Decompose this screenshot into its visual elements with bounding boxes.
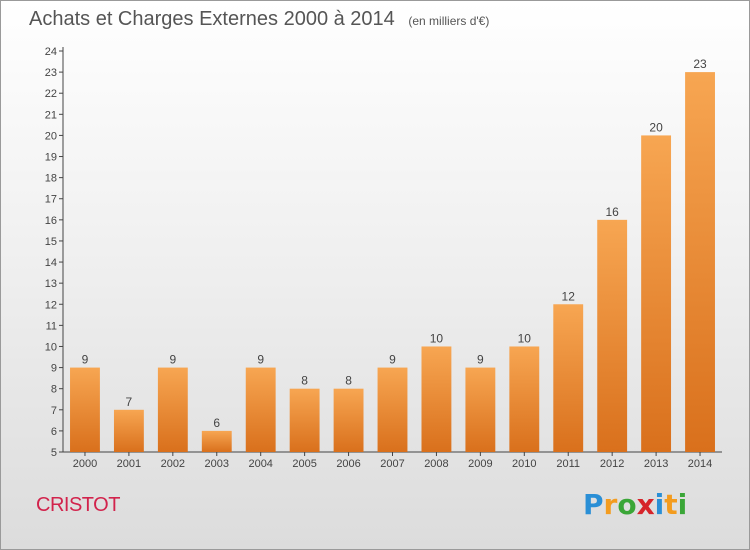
x-tick-label: 2014 (688, 458, 712, 470)
chart-title: Achats et Charges Externes 2000 à 2014 (… (29, 8, 489, 31)
data-label: 12 (562, 289, 576, 303)
chart-title-text: Achats et Charges Externes 2000 à 2014 (29, 8, 395, 30)
x-tick-label: 2013 (644, 458, 668, 470)
chart-subtitle: (en milliers d'€) (408, 14, 490, 28)
logo-letter: i (677, 488, 688, 521)
y-tick-label: 7 (51, 405, 57, 417)
x-tick-label: 2002 (161, 458, 185, 470)
bar (333, 388, 364, 452)
y-tick-label: 22 (45, 88, 57, 100)
bar (641, 135, 672, 452)
y-tick-label: 5 (51, 447, 57, 459)
bar (70, 367, 100, 452)
data-label: 9 (82, 353, 89, 367)
data-label: 20 (649, 120, 663, 134)
x-tick-label: 2012 (600, 458, 624, 470)
bar (245, 367, 276, 452)
x-tick-label: 2006 (336, 458, 360, 470)
logo-letter: P (583, 488, 604, 521)
y-tick-label: 12 (45, 299, 57, 311)
y-tick-label: 24 (45, 46, 57, 58)
bar (685, 72, 715, 453)
data-label: 10 (518, 331, 532, 345)
y-tick-label: 17 (45, 194, 57, 206)
y-tick-label: 8 (51, 384, 57, 396)
data-label: 8 (345, 374, 352, 388)
bar (289, 388, 320, 452)
y-tick-label: 19 (45, 152, 57, 164)
data-label: 16 (605, 205, 619, 219)
bar (201, 430, 232, 452)
y-tick-label: 16 (45, 215, 57, 227)
x-tick-label: 2009 (468, 458, 492, 470)
data-label: 9 (257, 353, 264, 367)
bar (113, 409, 144, 452)
y-tick-label: 23 (45, 67, 57, 79)
data-label: 10 (430, 331, 444, 345)
x-tick-label: 2001 (117, 458, 141, 470)
y-tick-label: 10 (45, 341, 57, 353)
y-tick-label: 11 (46, 320, 57, 332)
bar (597, 219, 628, 452)
x-tick-label: 2004 (248, 458, 272, 470)
x-tick-label: 2005 (292, 458, 316, 470)
x-tick-label: 2000 (73, 458, 97, 470)
proxiti-logo: Proxiti (583, 488, 687, 521)
bar (421, 346, 452, 452)
logo-letter: i (654, 488, 665, 521)
x-tick-label: 2007 (380, 458, 404, 470)
bar (553, 304, 584, 452)
y-tick-label: 15 (45, 236, 57, 248)
logo-letter: x (636, 488, 655, 521)
y-tick-label: 18 (45, 173, 57, 185)
data-label: 8 (301, 374, 308, 388)
y-tick-label: 21 (45, 109, 57, 121)
x-tick-label: 2008 (424, 458, 448, 470)
x-tick-label: 2010 (512, 458, 536, 470)
x-tick-label: 2003 (205, 458, 229, 470)
logo-letter: o (617, 488, 637, 521)
logo-letter: t (664, 488, 678, 521)
logo-letter: r (603, 488, 618, 521)
bar (465, 367, 496, 452)
y-tick-label: 14 (45, 257, 57, 269)
data-label: 7 (126, 395, 133, 409)
data-label: 9 (389, 353, 396, 367)
data-label: 9 (169, 353, 176, 367)
data-label: 9 (477, 353, 484, 367)
y-tick-label: 13 (45, 278, 57, 290)
data-label: 23 (693, 57, 707, 71)
y-tick-label: 9 (51, 363, 57, 375)
bar (509, 346, 540, 452)
y-tick-label: 6 (51, 426, 57, 438)
commune-name: CRISTOT (36, 494, 120, 516)
y-tick-label: 20 (45, 130, 57, 142)
bar (157, 367, 188, 452)
data-label: 6 (213, 416, 220, 430)
bar (377, 367, 408, 452)
x-tick-label: 2011 (556, 458, 580, 470)
